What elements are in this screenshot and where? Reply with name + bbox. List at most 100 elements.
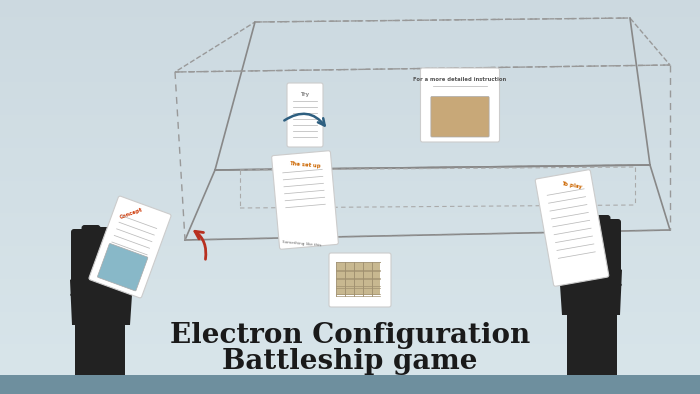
- Bar: [0, 8, 700, 9]
- Bar: [0, 49, 700, 50]
- Bar: [0, 7, 700, 8]
- FancyBboxPatch shape: [603, 219, 621, 278]
- Bar: [0, 215, 700, 216]
- Bar: [0, 283, 700, 284]
- Bar: [0, 244, 700, 245]
- Bar: [0, 271, 700, 272]
- Bar: [0, 96, 700, 97]
- Bar: [0, 104, 700, 105]
- Bar: [0, 24, 700, 25]
- Bar: [0, 230, 700, 231]
- Bar: [0, 313, 700, 314]
- Bar: [0, 315, 700, 316]
- Bar: [0, 23, 700, 24]
- Bar: [0, 123, 700, 124]
- Bar: [0, 362, 700, 363]
- Bar: [0, 20, 700, 21]
- Bar: [0, 206, 700, 207]
- Bar: [0, 173, 700, 174]
- Bar: [0, 160, 700, 161]
- Bar: [0, 84, 700, 85]
- Bar: [0, 296, 700, 297]
- Bar: [0, 197, 700, 198]
- Bar: [0, 297, 700, 298]
- Bar: [0, 393, 700, 394]
- Bar: [0, 289, 700, 290]
- Bar: [0, 263, 700, 264]
- Bar: [0, 190, 700, 191]
- Bar: [0, 316, 700, 317]
- Bar: [0, 251, 700, 252]
- Bar: [75, 305, 125, 394]
- Bar: [0, 252, 700, 253]
- Bar: [0, 291, 700, 292]
- Bar: [0, 91, 700, 92]
- Bar: [0, 300, 700, 301]
- Bar: [0, 127, 700, 128]
- FancyBboxPatch shape: [329, 253, 391, 307]
- Bar: [0, 258, 700, 259]
- Text: Battleship game: Battleship game: [223, 348, 477, 375]
- Bar: [0, 204, 700, 205]
- Bar: [0, 36, 700, 37]
- Bar: [0, 137, 700, 138]
- Bar: [0, 136, 700, 137]
- Bar: [0, 169, 700, 170]
- Bar: [0, 242, 700, 243]
- Bar: [0, 32, 700, 33]
- Bar: [0, 260, 700, 261]
- Bar: [0, 264, 700, 265]
- Bar: [0, 235, 700, 236]
- Bar: [0, 144, 700, 145]
- Bar: [0, 267, 700, 268]
- Bar: [0, 114, 700, 115]
- Bar: [0, 282, 700, 283]
- Bar: [0, 12, 700, 13]
- Bar: [0, 254, 700, 255]
- Bar: [0, 250, 700, 251]
- Bar: [0, 298, 700, 299]
- Bar: [0, 387, 700, 388]
- Bar: [0, 85, 700, 86]
- Bar: [0, 269, 700, 270]
- Bar: [0, 57, 700, 58]
- Bar: [0, 163, 700, 164]
- Bar: [0, 331, 700, 332]
- Bar: [0, 247, 700, 248]
- Bar: [0, 167, 700, 168]
- Bar: [0, 199, 700, 200]
- Bar: [0, 391, 700, 392]
- Bar: [0, 18, 700, 19]
- Bar: [0, 92, 700, 93]
- Bar: [0, 255, 700, 256]
- Bar: [0, 177, 700, 178]
- Bar: [0, 10, 700, 11]
- Bar: [0, 63, 700, 64]
- Bar: [0, 337, 700, 338]
- Bar: [0, 232, 700, 233]
- Bar: [0, 211, 700, 212]
- Bar: [0, 325, 700, 326]
- Bar: [0, 239, 700, 240]
- Bar: [0, 155, 700, 156]
- Bar: [0, 44, 700, 45]
- Bar: [0, 229, 700, 230]
- Bar: [0, 124, 700, 125]
- Bar: [0, 278, 700, 279]
- Bar: [0, 142, 700, 143]
- Bar: [0, 69, 700, 70]
- Bar: [0, 41, 700, 42]
- Bar: [0, 324, 700, 325]
- Bar: [0, 110, 700, 111]
- Bar: [0, 25, 700, 26]
- Text: Try: Try: [300, 92, 309, 97]
- Bar: [0, 240, 700, 241]
- Bar: [0, 80, 700, 81]
- Bar: [0, 352, 700, 353]
- Bar: [0, 312, 700, 313]
- Polygon shape: [70, 273, 95, 307]
- Bar: [0, 21, 700, 22]
- Bar: [0, 73, 700, 74]
- Bar: [0, 29, 700, 30]
- FancyBboxPatch shape: [536, 170, 609, 286]
